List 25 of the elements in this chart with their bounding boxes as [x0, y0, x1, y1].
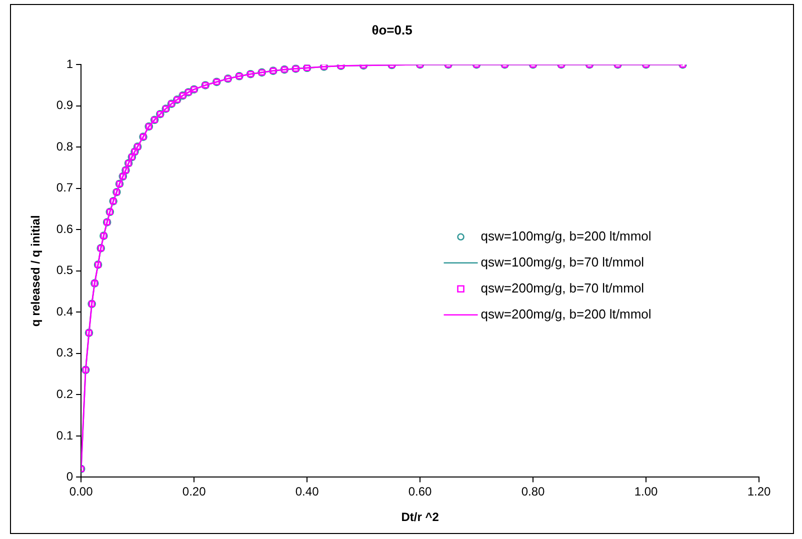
legend-label: qsw=200mg/g, b=200 lt/mmol: [480, 306, 652, 322]
x-tick-label: 0.60: [408, 484, 432, 499]
y-tick-label: 0.7: [56, 180, 74, 195]
y-axis-title: q released / q initial: [28, 215, 43, 327]
y-tick-label: 0.6: [56, 222, 74, 236]
y-tick-label: 0.5: [56, 263, 74, 278]
chart-title: θo=0.5: [372, 22, 412, 38]
x-tick-label: 0.20: [182, 484, 206, 499]
y-tick-label: 0.4: [56, 304, 74, 318]
x-tick-label: 0.00: [69, 484, 94, 499]
y-tick-label: 0.3: [56, 346, 74, 360]
y-tick-label: 0.9: [56, 98, 74, 112]
y-tick-label: 0.2: [56, 386, 74, 401]
x-axis-title: Dt/r ^2: [401, 510, 440, 524]
legend-label: qsw=100mg/g, b=200 lt/mmol: [480, 228, 652, 244]
y-tick-label: 1: [66, 56, 74, 71]
legend-label: qsw=200mg/g, b=70 lt/mmol: [480, 280, 644, 296]
y-tick-label: 0.8: [56, 139, 74, 154]
y-tick-label: 0.1: [56, 428, 74, 442]
x-tick-label: 1.20: [747, 484, 771, 499]
x-tick-label: 0.80: [521, 484, 546, 499]
legend-label: qsw=100mg/g, b=70 lt/mmol: [480, 254, 644, 270]
x-tick-label: 0.40: [295, 484, 320, 499]
x-tick-label: 1.00: [634, 484, 658, 499]
y-tick-label: 0: [66, 470, 74, 484]
